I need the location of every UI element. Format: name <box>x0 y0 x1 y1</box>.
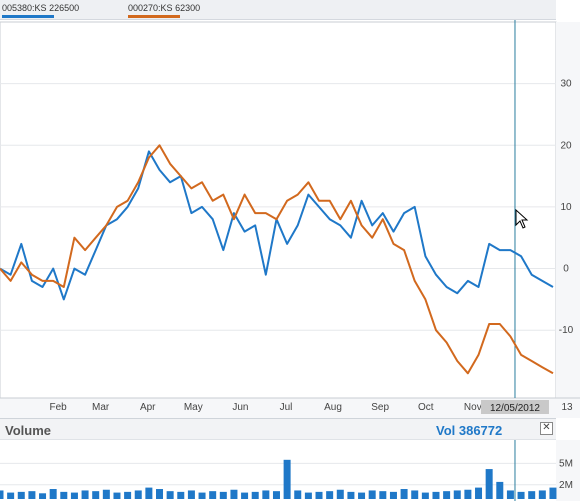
volume-bar <box>283 459 291 499</box>
volume-bar <box>230 489 238 499</box>
legend-item-005380[interactable]: 005380:KS 226500 <box>2 3 79 18</box>
x-tick-label: 13 <box>561 402 573 413</box>
x-tick-label: Nov <box>464 402 482 413</box>
volume-bar <box>81 490 89 499</box>
x-axis-band <box>0 398 580 418</box>
volume-tick-label: 5M <box>559 458 573 469</box>
y-tick-label: 20 <box>560 140 572 151</box>
volume-bar <box>187 490 195 499</box>
volume-bar <box>60 491 68 499</box>
legend-swatch <box>2 15 54 18</box>
volume-bar <box>336 489 344 499</box>
mouse-cursor-icon <box>515 208 529 229</box>
volume-bar <box>517 491 525 499</box>
y-axis-band <box>556 22 580 418</box>
volume-bar <box>538 490 546 499</box>
volume-bar <box>496 481 504 499</box>
volume-bar <box>39 493 47 499</box>
volume-bar <box>326 491 334 499</box>
volume-bar <box>28 491 36 499</box>
volume-bar <box>421 492 429 499</box>
legend-label: 000270:KS 62300 <box>128 3 201 13</box>
volume-bar <box>241 492 249 499</box>
volume-bar <box>166 491 174 499</box>
volume-bar <box>198 492 206 499</box>
volume-bar <box>315 491 323 499</box>
volume-tick-label: 2M <box>559 480 573 491</box>
volume-bar <box>156 489 164 499</box>
volume-bar <box>113 492 121 499</box>
volume-bar <box>49 489 57 499</box>
legend-item-000270[interactable]: 000270:KS 62300 <box>128 3 200 18</box>
date-marker-label: 12/05/2012 <box>490 403 540 414</box>
y-tick-label: 10 <box>560 202 572 213</box>
volume-bar <box>528 491 536 499</box>
legend-label: 005380:KS 226500 <box>2 3 80 13</box>
legend-bar: 005380:KS 226500 000270:KS 62300 <box>0 0 556 20</box>
x-tick-label: Apr <box>140 402 156 413</box>
y-tick-label: 30 <box>560 79 572 90</box>
x-tick-label: Jul <box>280 402 293 413</box>
volume-bar <box>485 469 493 499</box>
x-tick-label: Jun <box>232 402 248 413</box>
volume-bar <box>411 490 419 499</box>
volume-bar <box>209 491 217 499</box>
volume-bar <box>358 492 366 499</box>
volume-bar <box>294 490 302 499</box>
x-tick-label: Aug <box>324 402 342 413</box>
volume-bar <box>464 489 472 499</box>
close-icon[interactable]: ✕ <box>540 422 553 435</box>
volume-bar <box>389 491 397 499</box>
volume-plot-area <box>0 440 556 501</box>
volume-bar <box>219 491 227 499</box>
series-line <box>0 144 554 375</box>
x-tick-label: Oct <box>418 402 434 413</box>
volume-bar <box>453 490 461 499</box>
volume-bar <box>70 492 78 499</box>
volume-bar <box>272 491 280 499</box>
volume-bar <box>145 487 153 499</box>
volume-bar <box>251 491 259 499</box>
volume-value: Vol 386772 <box>436 423 503 438</box>
volume-bar <box>177 491 185 499</box>
volume-bar <box>368 490 376 499</box>
volume-axis-band <box>556 440 580 501</box>
x-tick-label: May <box>184 402 203 413</box>
y-tick-label: 0 <box>563 264 569 275</box>
x-tick-label: Mar <box>92 402 110 413</box>
volume-bar <box>347 491 355 499</box>
volume-bar <box>379 491 387 499</box>
volume-bar <box>262 490 270 499</box>
volume-bar <box>304 492 312 499</box>
volume-bar <box>475 487 483 499</box>
volume-panel: Volume Vol 386772 ✕ 2M 5M <box>0 418 580 501</box>
volume-bar <box>134 490 142 499</box>
volume-bar <box>549 487 557 499</box>
volume-bar <box>443 491 451 499</box>
volume-bar <box>0 490 4 499</box>
date-marker-box <box>480 400 549 414</box>
volume-title: Volume <box>5 423 51 438</box>
volume-bar <box>400 489 408 499</box>
volume-header: Volume Vol 386772 ✕ <box>0 418 556 440</box>
volume-chart[interactable]: 2M 5M <box>0 440 580 501</box>
volume-bar <box>124 491 132 499</box>
x-tick-label: Sep <box>371 402 389 413</box>
price-chart[interactable]: -10 0 10 20 30 Feb Mar Apr May Jun Jul Aug Sep Oct Nov… <box>0 20 580 418</box>
legend-swatch <box>128 15 180 18</box>
volume-bar <box>506 490 514 499</box>
volume-bar <box>92 491 100 499</box>
volume-bar <box>7 492 15 499</box>
plot-area <box>0 21 557 399</box>
x-tick-label: Feb <box>49 402 67 413</box>
volume-bar <box>102 489 110 499</box>
volume-bar <box>432 491 440 499</box>
volume-bar <box>17 491 25 499</box>
y-tick-label: -10 <box>559 325 574 336</box>
